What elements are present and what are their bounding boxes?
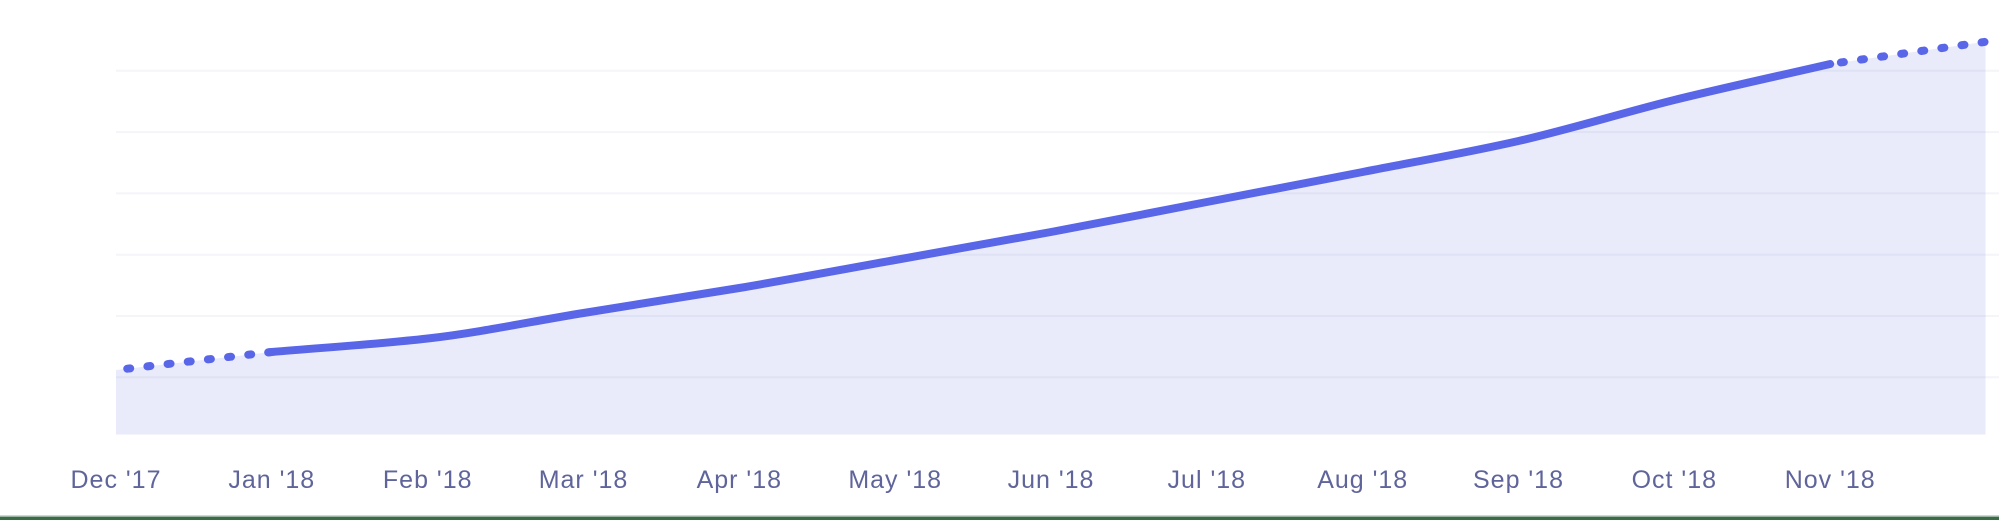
svg-text:Aug '18: Aug '18 <box>1317 466 1408 494</box>
svg-text:Dec '17: Dec '17 <box>71 466 162 494</box>
svg-text:Mar '18: Mar '18 <box>539 466 629 494</box>
svg-text:Jun '18: Jun '18 <box>1008 466 1095 494</box>
svg-text:May '18: May '18 <box>848 466 942 494</box>
svg-text:Jan '18: Jan '18 <box>228 466 315 494</box>
svg-text:Feb '18: Feb '18 <box>383 466 473 494</box>
svg-text:Apr '18: Apr '18 <box>697 466 782 494</box>
svg-text:Jul '18: Jul '18 <box>1168 466 1246 494</box>
svg-text:Sep '18: Sep '18 <box>1473 466 1564 494</box>
svg-text:Oct '18: Oct '18 <box>1632 466 1717 494</box>
svg-text:Nov '18: Nov '18 <box>1785 466 1876 494</box>
